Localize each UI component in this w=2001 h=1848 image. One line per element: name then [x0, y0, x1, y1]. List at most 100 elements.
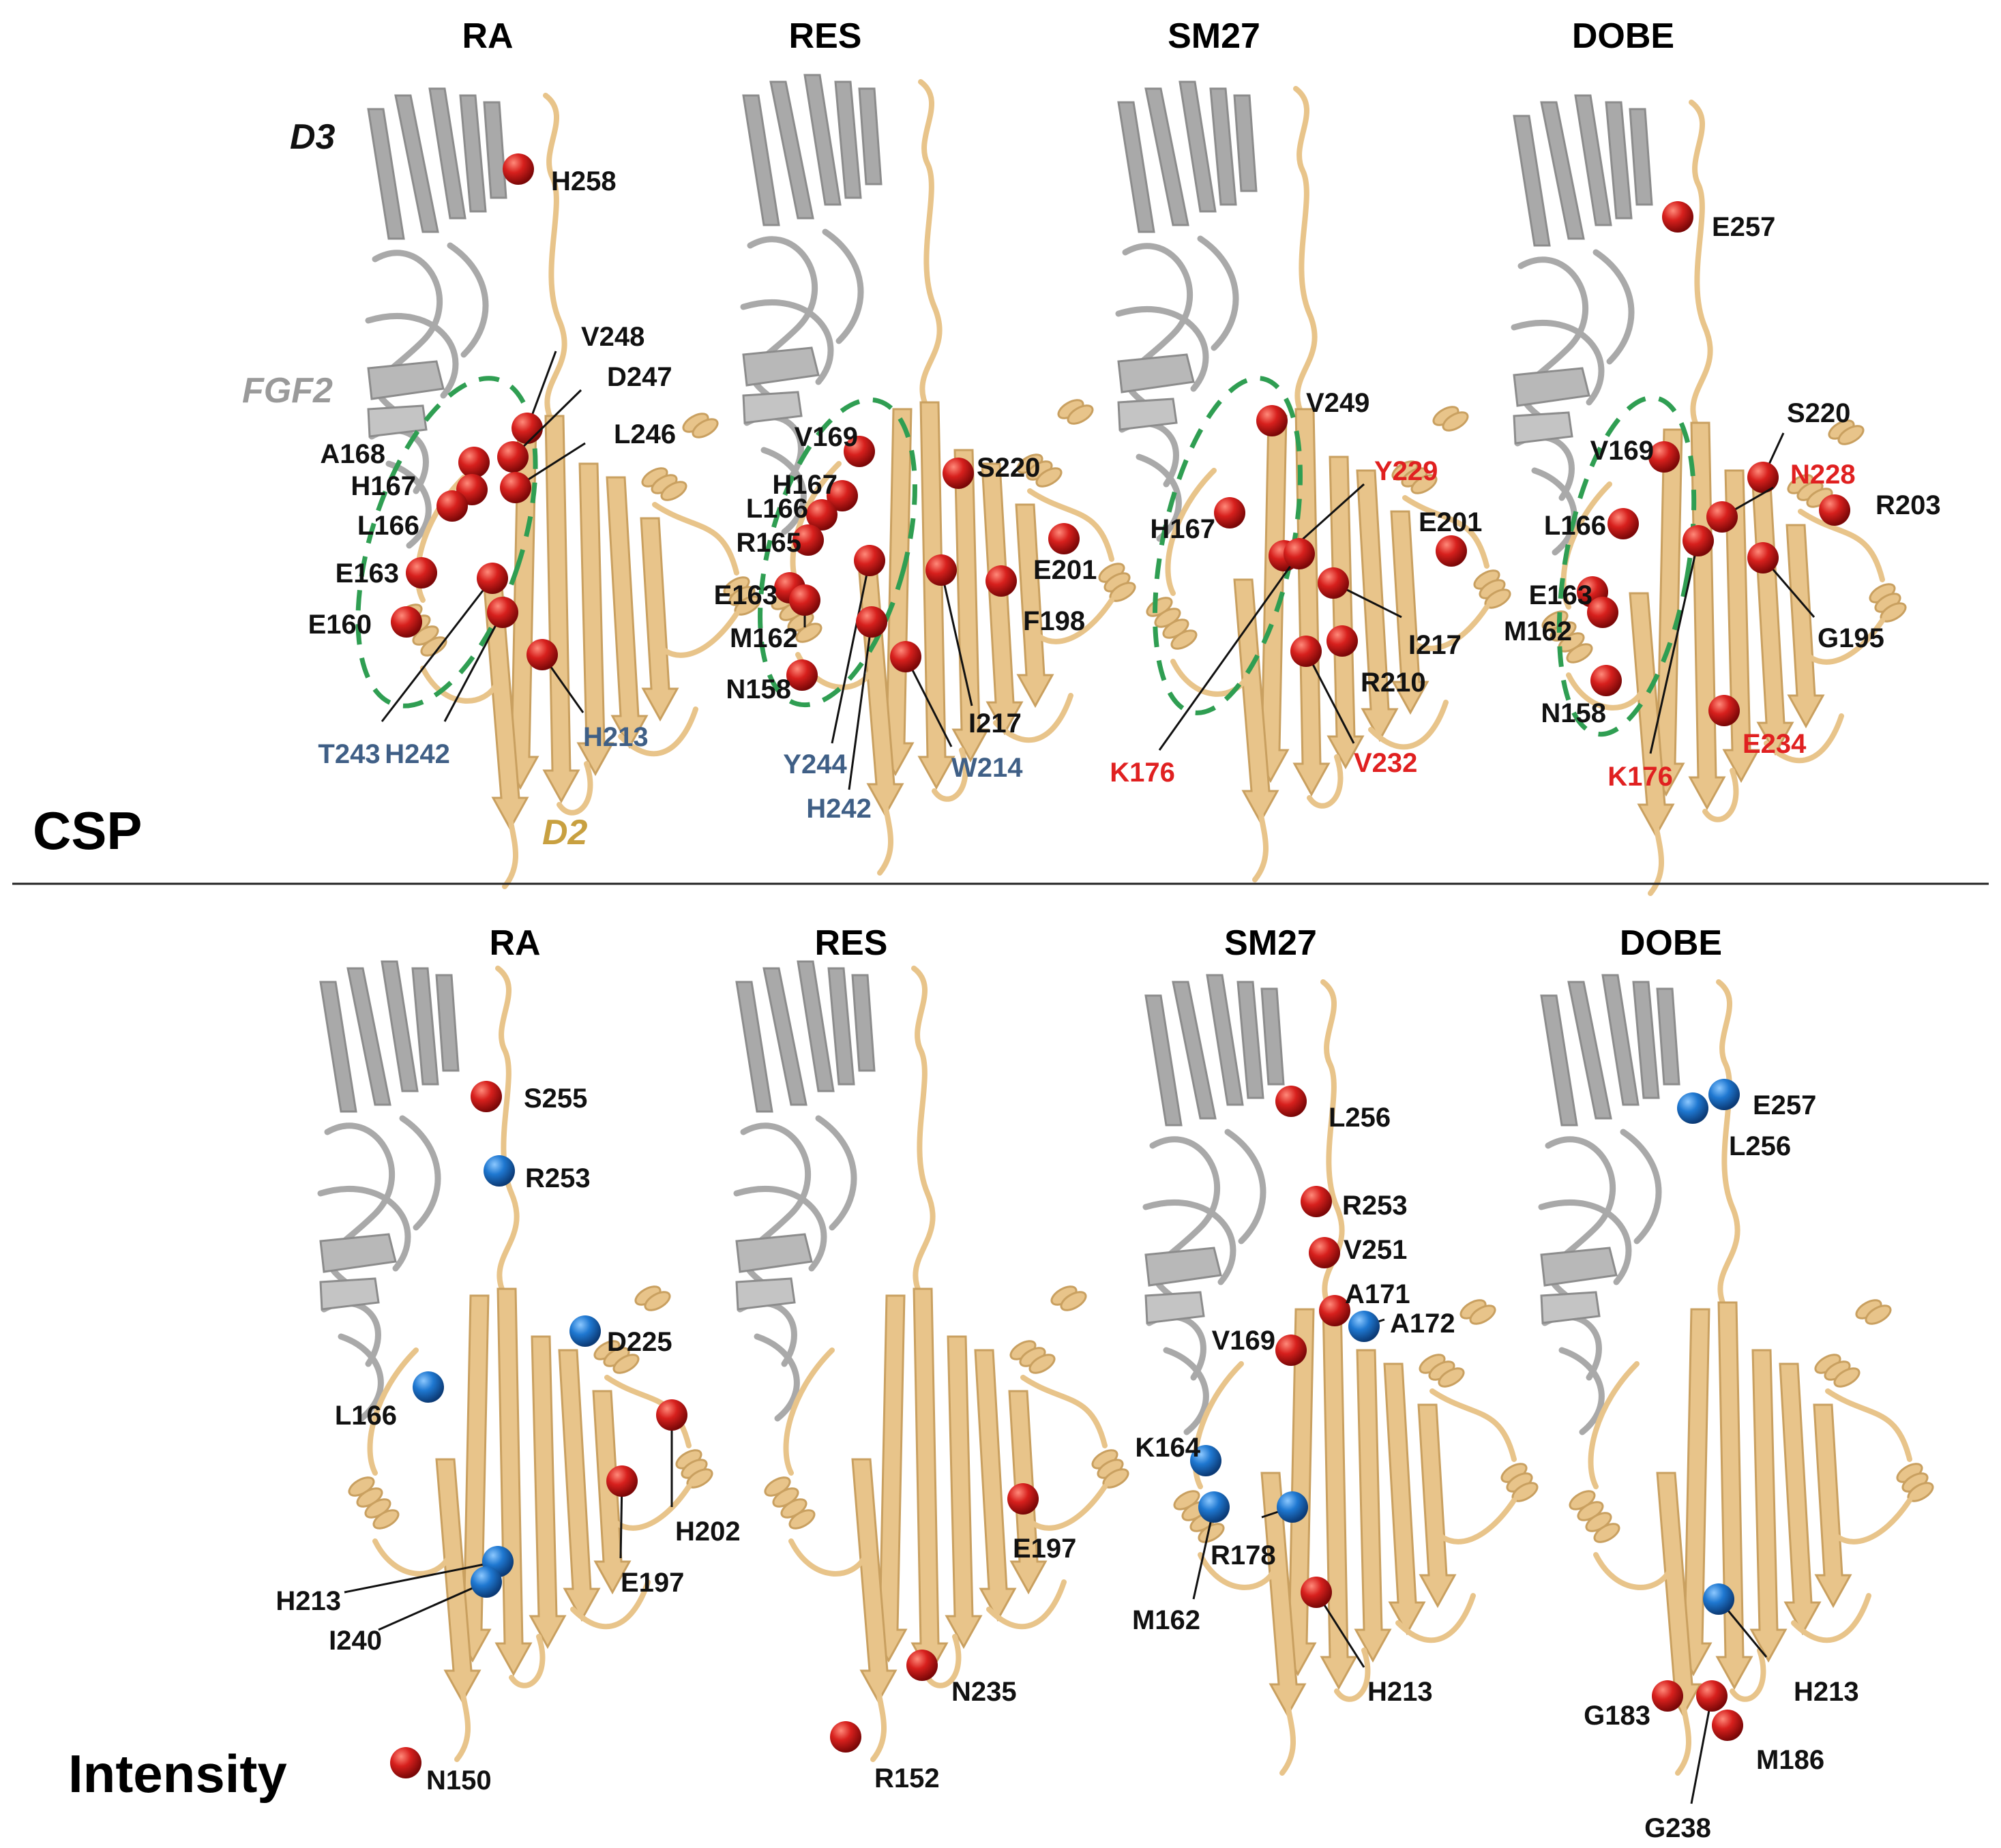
residue-leader-line	[378, 1581, 487, 1631]
residue-label: E201	[1419, 507, 1482, 537]
residue-sphere	[1309, 1237, 1340, 1268]
residue-label: H213	[583, 722, 649, 752]
residue-label: H242	[806, 794, 872, 824]
residue-label: Y244	[783, 749, 847, 779]
residue-leader-line	[1158, 553, 1301, 751]
residue-label: V249	[1306, 388, 1369, 418]
residue-label: E257	[1712, 212, 1775, 242]
residue-label: E201	[1033, 555, 1097, 585]
residue-label: E197	[621, 1568, 684, 1598]
residue-sphere	[1712, 1710, 1743, 1741]
residue-sphere	[1747, 542, 1779, 573]
residue-label: R152	[874, 1763, 940, 1793]
residue-sphere	[1318, 567, 1349, 599]
panel-title: SM27	[1224, 923, 1317, 963]
section-label-csp: CSP	[33, 801, 142, 861]
residue-label: V169	[1212, 1326, 1275, 1356]
residue-sphere	[1048, 523, 1080, 554]
residue-label: H258	[551, 166, 617, 196]
residue-label: S220	[977, 453, 1040, 483]
residue-sphere	[1706, 501, 1738, 533]
residue-label: V169	[795, 422, 858, 452]
residue-sphere	[856, 606, 887, 638]
residue-label: M162	[730, 623, 798, 653]
residue-sphere	[471, 1081, 502, 1112]
residue-label: N158	[726, 674, 791, 704]
residue-label: H213	[1367, 1677, 1433, 1707]
residue-sphere	[406, 557, 437, 588]
residue-sphere	[1275, 1086, 1307, 1117]
residue-leader-line	[381, 578, 494, 722]
residue-sphere	[503, 153, 534, 185]
residue-sphere	[487, 597, 518, 628]
residue-sphere	[830, 1721, 861, 1753]
residue-sphere	[1256, 405, 1288, 436]
residue-label: L166	[335, 1401, 397, 1431]
panel-title: RES	[815, 923, 888, 963]
residue-label: W214	[951, 753, 1023, 783]
residue-sphere	[1214, 497, 1245, 528]
residue-label: E160	[308, 610, 372, 640]
residue-sphere	[854, 545, 885, 576]
residue-sphere	[527, 639, 558, 670]
residue-sphere	[458, 447, 490, 478]
structure-panel: RES E197 N235 R152	[733, 923, 1129, 1793]
residue-label: M162	[1132, 1605, 1200, 1635]
residue-sphere	[1648, 441, 1680, 473]
residue-label: N228	[1790, 460, 1856, 490]
panel-title: DOBE	[1572, 16, 1674, 56]
residue-label: S255	[524, 1084, 587, 1114]
panel-title: SM27	[1168, 16, 1260, 56]
residue-leader-line	[831, 560, 871, 744]
residue-sphere	[1319, 1295, 1350, 1326]
residue-leader-line	[940, 569, 973, 706]
residue-leader-line	[344, 1560, 499, 1594]
residue-label: G183	[1584, 1701, 1650, 1731]
residue-sphere	[477, 563, 508, 594]
residue-label: M186	[1756, 1745, 1824, 1775]
residue-sphere	[1607, 508, 1639, 539]
residue-sphere	[789, 584, 820, 616]
residue-sphere	[1652, 1680, 1683, 1712]
residue-sphere	[792, 524, 824, 556]
binding-site-outline	[1556, 395, 1697, 737]
residue-sphere	[1708, 695, 1740, 726]
residue-label: E163	[336, 558, 399, 588]
residue-label: H213	[276, 1586, 341, 1616]
residue-label: I240	[329, 1626, 382, 1656]
residue-sphere	[943, 458, 974, 489]
residue-leader-line	[1192, 1506, 1215, 1600]
structure-panel: RA S255 R253 D225 L166 H202 E197 H213 I240 N150	[276, 923, 740, 1795]
residue-sphere	[471, 1566, 502, 1598]
residue-label: D247	[607, 362, 672, 392]
residue-sphere	[1590, 665, 1622, 696]
residue-sphere	[436, 490, 468, 522]
residue-sphere	[1007, 1483, 1039, 1515]
residue-label: N150	[426, 1765, 492, 1795]
domain-label-fgf2: FGF2	[242, 371, 333, 411]
residue-label: L166	[1544, 511, 1606, 541]
residue-leader-line	[904, 656, 953, 747]
residue-label: L246	[614, 419, 676, 449]
residue-sphere	[1662, 201, 1693, 233]
residue-sphere	[786, 659, 818, 691]
residue-leader-line	[512, 389, 582, 458]
residue-sphere	[1677, 1092, 1708, 1124]
residue-sphere	[413, 1371, 444, 1403]
residue-label: V169	[1590, 436, 1654, 466]
residue-sphere	[1703, 1583, 1734, 1615]
residue-label: L166	[746, 494, 808, 524]
residue-sphere	[1436, 535, 1467, 567]
residue-sphere	[1696, 1680, 1728, 1712]
residue-sphere	[497, 441, 529, 473]
residue-label: H202	[675, 1517, 741, 1547]
residue-label: L256	[1729, 1131, 1791, 1161]
residue-label: E163	[714, 580, 777, 610]
residue-sphere	[1326, 625, 1358, 657]
residue-leader-line	[1305, 651, 1355, 744]
residue-sphere	[1747, 462, 1779, 493]
residue-leader-line	[848, 621, 873, 790]
domain-label-d3: D3	[290, 117, 336, 157]
